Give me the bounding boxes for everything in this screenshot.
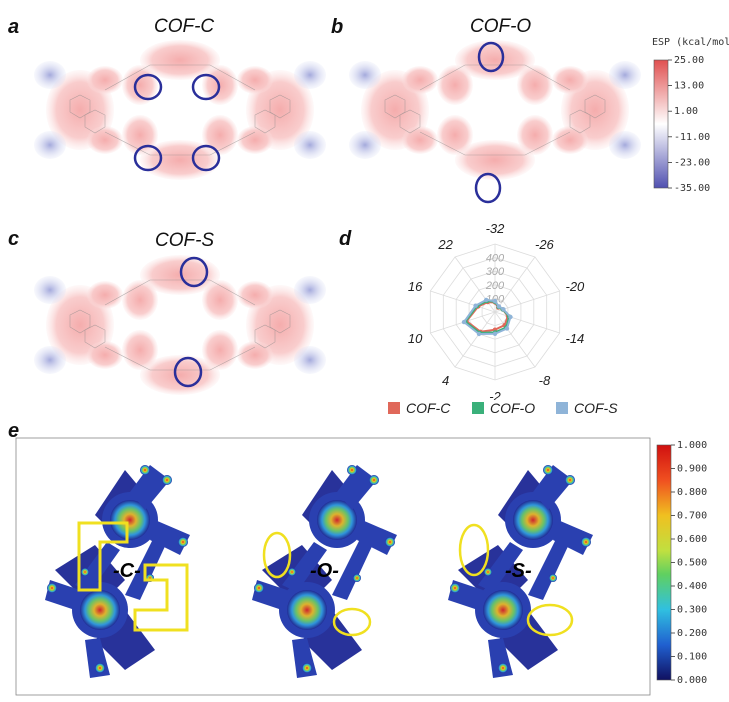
legend-item-cof-o: COF-O (472, 400, 535, 416)
legend-swatch (556, 402, 568, 414)
esp-colorbar-ticks: 25.00 13.00 1.00 -11.00 -23.00 -35.00 (668, 55, 710, 194)
radar-axis-label: -8 (539, 373, 551, 388)
elf-tag-o: -O- (310, 560, 339, 582)
highlight-ellipse (474, 172, 502, 204)
elf-colorbar (656, 444, 672, 681)
elf-maps: -C- -O- -S- 1.000 0.900 0.800 0.700 0.600 0.5… (15, 437, 707, 696)
highlight-ellipse (262, 531, 292, 579)
panel-title-a: COF-C (154, 16, 215, 37)
legend-swatch (388, 402, 400, 414)
radar-point (473, 303, 478, 308)
radar-axis-label: -20 (566, 279, 586, 294)
radar-axis-label: -2 (489, 389, 501, 400)
radar-spoke (494, 290, 560, 313)
legend-label: COF-O (490, 400, 536, 416)
esp-tick-label: 13.00 (674, 81, 704, 92)
radar-axis-label: 16 (408, 279, 423, 294)
highlight-ellipse (191, 144, 221, 172)
elf-map-c (45, 465, 190, 678)
legend-label: COF-S (574, 400, 618, 416)
highlight-rect (77, 521, 129, 592)
elf-tick-label: 0.000 (677, 675, 707, 686)
panel-label-d: d (339, 228, 352, 250)
elf-tick-label: 0.100 (677, 652, 707, 663)
radar-point (461, 319, 467, 325)
highlight-ellipse (477, 41, 505, 73)
radar-radial-tick: 300 (486, 266, 505, 278)
highlight-ellipse (191, 73, 221, 101)
elf-tick-label: 0.800 (677, 487, 707, 498)
radar-spoke (430, 290, 496, 313)
radar-point (501, 307, 506, 312)
elf-tag-c: -C- (113, 560, 141, 582)
highlight-rect (133, 563, 189, 632)
radar-axis-label: 10 (408, 331, 423, 346)
radar-spoke (494, 311, 560, 334)
elf-tag-s: -S- (505, 560, 532, 582)
esp-tick-label: -23.00 (674, 157, 710, 168)
legend-item-cof-c: COF-C (388, 400, 450, 416)
radar-spoke (494, 311, 536, 368)
radar-axis-label: -26 (535, 237, 555, 252)
elf-colorbar-ticks: 1.000 0.900 0.800 0.700 0.600 0.500 0.400 0.300… (671, 440, 707, 686)
panel-label-c: c (8, 228, 20, 250)
highlight-ellipse (133, 73, 163, 101)
esp-map-cof-s (33, 254, 327, 396)
esp-colorbar (653, 59, 669, 189)
radar-axis-label: 4 (442, 373, 449, 388)
highlight-ellipse (173, 356, 203, 388)
radar-point (508, 314, 513, 320)
radar-radial-tick: 200 (485, 280, 505, 292)
radar-point (492, 298, 498, 304)
highlight-ellipse (179, 256, 209, 288)
radar-point (504, 326, 510, 331)
esp-maps: ESP (kcal/mol) 25.00 13.00 1.00 -11.00 -23.0… (33, 37, 729, 396)
legend-item-cof-s: COF-S (556, 400, 618, 416)
radar-axis-label: 22 (437, 237, 453, 252)
elf-map-o (252, 465, 397, 678)
highlight-ellipse (526, 603, 574, 637)
radar-point (484, 297, 489, 303)
panel-label-b: b (331, 16, 344, 38)
legend-swatch (472, 402, 484, 414)
radar-axis-label: -32 (486, 221, 506, 236)
esp-map-cof-o (348, 39, 642, 204)
esp-tick-label: 25.00 (674, 55, 704, 66)
panel-label-a: a (8, 16, 20, 38)
highlight-ellipse (133, 144, 163, 172)
highlight-ellipse (458, 523, 490, 577)
elf-tick-label: 0.900 (677, 464, 707, 475)
radar-point (476, 331, 482, 337)
radar-spoke (454, 311, 496, 368)
radar-spoke (494, 256, 536, 313)
elf-tick-label: 1.000 (677, 440, 707, 451)
legend-label: COF-C (406, 400, 451, 416)
esp-map-cof-c (33, 39, 327, 181)
elf-tick-label: 0.500 (677, 558, 707, 569)
elf-tick-label: 0.300 (677, 605, 707, 616)
radar-axis-label: -14 (566, 331, 585, 346)
elf-tick-label: 0.400 (677, 581, 707, 592)
elf-tick-label: 0.600 (677, 534, 707, 545)
panel-label-e: e (8, 420, 20, 442)
panel-title-b: COF-O (470, 16, 532, 37)
panel-title-c: COF-S (155, 230, 215, 251)
radar-radial-tick: 400 (486, 253, 505, 265)
elf-tick-label: 0.200 (677, 628, 707, 639)
esp-tick-label: -11.00 (674, 132, 710, 143)
esp-tick-label: 1.00 (674, 106, 698, 117)
elf-map-s (448, 465, 593, 678)
radar-point (496, 304, 502, 309)
esp-colorbar-title: ESP (kcal/mol) (652, 37, 729, 48)
elf-tick-label: 0.700 (677, 511, 707, 522)
radar-point (492, 331, 498, 336)
esp-tick-label: -35.00 (674, 183, 710, 194)
highlight-ellipse (332, 607, 372, 637)
